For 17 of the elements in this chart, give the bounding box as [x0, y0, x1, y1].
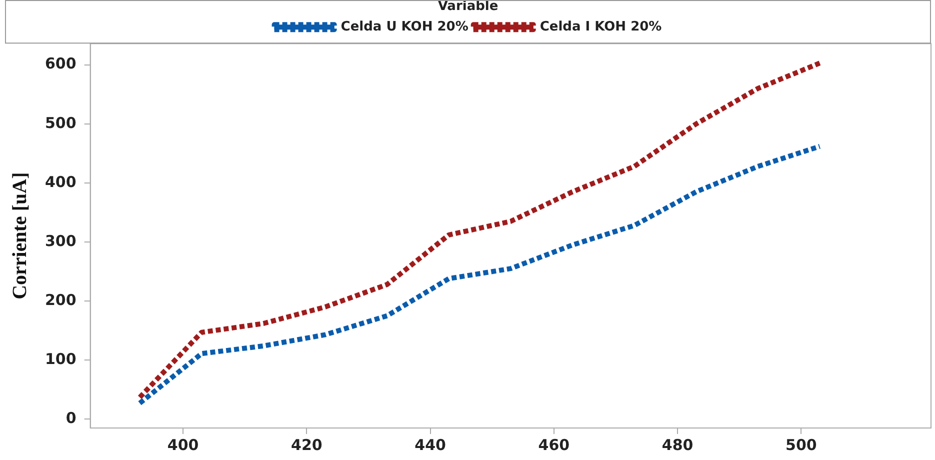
x-tick-label: 460 [538, 436, 570, 454]
x-tick-label: 400 [167, 436, 199, 454]
x-tick-label: 420 [291, 436, 322, 454]
x-tick-label: 500 [786, 436, 817, 454]
x-tick-label: 440 [414, 436, 446, 454]
y-tick-label: 600 [45, 54, 76, 73]
y-tick-label: 500 [45, 114, 76, 132]
y-tick-label: 400 [45, 172, 76, 191]
legend-label: Celda I KOH 20% [540, 19, 662, 34]
y-tick-label: 200 [45, 290, 76, 309]
legend-label: Celda U KOH 20% [340, 19, 468, 34]
legend-title: Variable [438, 0, 498, 14]
y-axis-title: Corriente [uA] [9, 172, 32, 300]
y-tick-label: 300 [45, 232, 76, 250]
y-tick-label: 100 [45, 350, 76, 368]
x-tick-label: 480 [662, 436, 694, 454]
y-tick-label: 0 [66, 409, 76, 428]
